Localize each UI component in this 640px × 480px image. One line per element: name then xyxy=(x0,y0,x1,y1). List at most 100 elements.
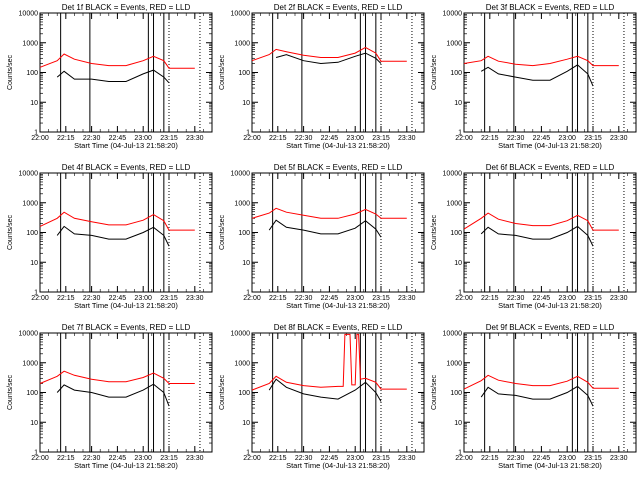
x-tick-label: 22:30 xyxy=(507,295,525,302)
x-tick-label: 22:45 xyxy=(321,135,339,142)
x-tick-label: 23:00 xyxy=(346,295,364,302)
x-tick-label: 22:00 xyxy=(455,295,473,302)
y-tick-label: 10 xyxy=(30,100,38,107)
x-tick-label: 23:00 xyxy=(558,295,576,302)
y-tick-label: 1 xyxy=(34,290,38,297)
y-tick-label: 10000 xyxy=(19,11,39,18)
y-axis-label: Counts/sec xyxy=(219,214,226,250)
y-axis-label: Counts/sec xyxy=(7,374,14,410)
x-tick-label: 23:15 xyxy=(372,455,390,462)
x-tick-label: 23:15 xyxy=(584,135,602,142)
panel-6: Det 6f BLACK = Events, RED = LLD 1 10 100 10… xyxy=(431,163,637,310)
y-axis-label: Counts/sec xyxy=(219,374,226,410)
x-tick-label: 22:15 xyxy=(57,295,75,302)
plot-frame xyxy=(463,172,637,293)
plot-frame xyxy=(39,172,213,293)
panel-5: Det 5f BLACK = Events, RED = LLD 1 10 100 10… xyxy=(219,163,425,310)
plot-frame xyxy=(39,332,213,453)
x-axis-label: Start Time (04-Jul-13 21:58:20) xyxy=(286,141,390,150)
series-lld-line xyxy=(251,46,407,62)
x-tick-label: 23:15 xyxy=(584,455,602,462)
y-tick-label: 1 xyxy=(246,450,250,457)
x-tick-label: 22:30 xyxy=(295,135,313,142)
x-tick-label: 22:45 xyxy=(321,455,339,462)
x-tick-label: 23:15 xyxy=(584,295,602,302)
x-tick-label: 23:15 xyxy=(372,295,390,302)
x-tick-label: 23:30 xyxy=(186,295,204,302)
y-tick-label: 100 xyxy=(238,230,250,237)
y-tick-label: 10000 xyxy=(19,171,39,178)
series-events-line xyxy=(275,52,382,65)
panel-2: Det 2f BLACK = Events, RED = LLD 1 10 100 10… xyxy=(219,3,425,150)
x-tick-label: 22:45 xyxy=(533,455,551,462)
panel-title: Det 8f BLACK = Events, RED = LLD xyxy=(274,323,403,332)
x-axis-label: Start Time (04-Jul-13 21:58:20) xyxy=(74,141,178,150)
x-tick-label: 23:30 xyxy=(398,455,416,462)
panel-title: Det 2f BLACK = Events, RED = LLD xyxy=(274,3,403,12)
x-tick-label: 22:00 xyxy=(31,295,49,302)
x-tick-label: 23:00 xyxy=(134,135,152,142)
y-tick-label: 10 xyxy=(242,420,250,427)
x-tick-label: 22:15 xyxy=(481,135,499,142)
y-tick-label: 1 xyxy=(246,130,250,137)
x-tick-label: 23:15 xyxy=(160,135,178,142)
series-lld-line xyxy=(251,207,407,219)
x-tick-label: 22:30 xyxy=(507,135,525,142)
series-events-line xyxy=(480,225,594,247)
series-events-line xyxy=(268,378,382,402)
panel-title: Det 7f BLACK = Events, RED = LLD xyxy=(62,323,191,332)
y-tick-label: 1 xyxy=(458,290,462,297)
y-tick-label: 100 xyxy=(26,390,38,397)
plot-frame xyxy=(251,332,425,453)
x-tick-label: 22:00 xyxy=(243,135,261,142)
x-tick-label: 22:15 xyxy=(481,295,499,302)
y-tick-label: 1000 xyxy=(22,200,38,207)
x-tick-label: 22:15 xyxy=(57,455,75,462)
y-tick-label: 1 xyxy=(34,130,38,137)
plot-frame xyxy=(251,172,425,293)
x-tick-label: 23:15 xyxy=(372,135,390,142)
panel-title: Det 9f BLACK = Events, RED = LLD xyxy=(486,323,615,332)
x-axis-label: Start Time (04-Jul-13 21:58:20) xyxy=(498,461,602,470)
series-lld-line xyxy=(463,374,619,390)
y-tick-label: 100 xyxy=(238,70,250,77)
y-tick-label: 1000 xyxy=(446,40,462,47)
panel-title: Det 5f BLACK = Events, RED = LLD xyxy=(274,163,403,172)
x-tick-label: 22:30 xyxy=(295,295,313,302)
series-events-line xyxy=(268,219,382,238)
x-tick-label: 23:00 xyxy=(134,455,152,462)
x-tick-label: 22:15 xyxy=(269,455,287,462)
y-tick-label: 10000 xyxy=(443,331,463,338)
series-lld-line xyxy=(463,212,619,231)
y-tick-label: 100 xyxy=(450,390,462,397)
y-tick-label: 10000 xyxy=(231,171,251,178)
x-tick-label: 23:30 xyxy=(186,455,204,462)
x-axis-label: Start Time (04-Jul-13 21:58:20) xyxy=(498,141,602,150)
x-tick-label: 23:30 xyxy=(398,295,416,302)
y-tick-label: 1 xyxy=(34,450,38,457)
panel-3: Det 3f BLACK = Events, RED = LLD 1 10 100 10… xyxy=(431,3,637,150)
x-tick-label: 23:30 xyxy=(610,295,628,302)
x-tick-label: 22:00 xyxy=(243,295,261,302)
y-tick-label: 1000 xyxy=(234,360,250,367)
y-tick-label: 1000 xyxy=(234,200,250,207)
series-events-line xyxy=(56,225,170,247)
y-tick-label: 10 xyxy=(454,260,462,267)
series-lld-line xyxy=(39,211,195,231)
series-events-line xyxy=(480,385,594,407)
x-tick-label: 22:30 xyxy=(83,295,101,302)
y-tick-label: 100 xyxy=(450,230,462,237)
x-tick-label: 23:15 xyxy=(160,295,178,302)
x-tick-label: 22:30 xyxy=(507,455,525,462)
x-axis-label: Start Time (04-Jul-13 21:58:20) xyxy=(498,301,602,310)
panel-title: Det 6f BLACK = Events, RED = LLD xyxy=(486,163,615,172)
y-tick-label: 100 xyxy=(450,70,462,77)
x-tick-label: 22:45 xyxy=(109,295,127,302)
x-tick-label: 22:45 xyxy=(321,295,339,302)
y-tick-label: 10000 xyxy=(231,11,251,18)
series-events-line xyxy=(56,383,170,407)
x-tick-label: 23:30 xyxy=(610,455,628,462)
panel-9: Det 9f BLACK = Events, RED = LLD 1 10 100 10… xyxy=(431,323,637,470)
x-tick-label: 22:00 xyxy=(455,455,473,462)
